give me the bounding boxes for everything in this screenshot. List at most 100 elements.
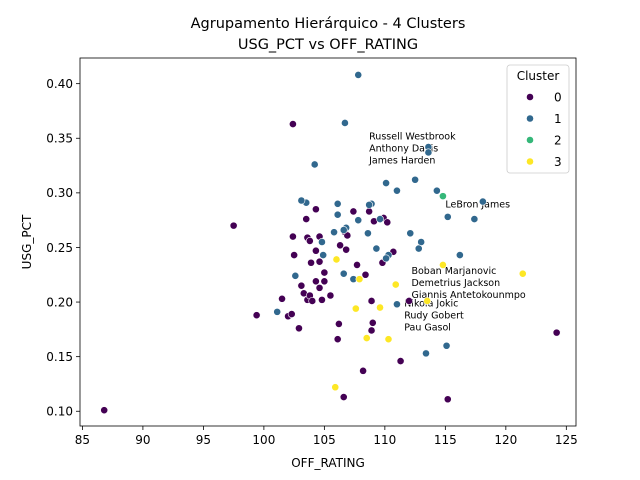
data-point-cluster-0: [297, 281, 306, 290]
annotation-label: Demetrius Jackson: [411, 278, 500, 289]
data-point-cluster-0: [334, 319, 343, 328]
data-point-cluster-0: [339, 393, 348, 401]
legend-label-cluster-2: 2: [554, 133, 562, 147]
data-point-cluster-0: [320, 277, 329, 286]
data-point-cluster-0: [315, 283, 324, 292]
annotation-label: Boban Marjanovic: [411, 266, 496, 277]
data-point-cluster-0: [359, 366, 367, 375]
data-point-cluster-1: [414, 244, 423, 253]
x-axis-label: OFF_RATING: [291, 456, 365, 470]
data-point-cluster-1: [406, 229, 415, 238]
legend-marker-cluster-2: [526, 136, 534, 144]
annotation-label: Rudy Gobert: [404, 311, 464, 322]
x-tick-label: 85: [75, 433, 90, 447]
data-point-cluster-1: [297, 196, 306, 205]
y-tick-label: 0.15: [46, 350, 73, 364]
data-point-cluster-0: [383, 218, 392, 227]
x-tick-label: 120: [494, 433, 517, 447]
data-point-cluster-0: [287, 310, 296, 318]
data-point-cluster-3: [518, 269, 527, 278]
data-point-cluster-1: [365, 200, 374, 209]
data-point-cluster-1: [478, 197, 487, 206]
data-point-cluster-0: [342, 245, 351, 254]
data-point-cluster-3: [332, 255, 341, 264]
data-point-cluster-0: [312, 246, 320, 255]
annotation-label: Giannis Antetokounmpo: [411, 290, 525, 301]
legend-label-cluster-1: 1: [554, 112, 562, 126]
data-point-cluster-1: [339, 269, 348, 278]
data-point-cluster-1: [411, 175, 420, 184]
data-point-cluster-1: [310, 160, 319, 169]
annotation-label: James Harden: [368, 156, 435, 167]
data-point-cluster-1: [372, 244, 381, 253]
x-tick-label: 100: [252, 433, 275, 447]
legend-label-cluster-0: 0: [554, 90, 562, 104]
data-point-cluster-0: [353, 261, 361, 269]
data-point-cluster-1: [333, 210, 342, 219]
legend-marker-cluster-0: [526, 93, 534, 101]
data-point-cluster-0: [336, 241, 344, 250]
data-point-cluster-0: [552, 328, 561, 337]
data-point-cluster-0: [278, 294, 286, 303]
data-point-cluster-1: [393, 186, 401, 195]
x-tick-label: 105: [313, 433, 336, 447]
data-point-cluster-0: [307, 258, 315, 267]
data-point-cluster-1: [432, 186, 441, 195]
legend-box: [506, 64, 570, 174]
data-point-cluster-1: [470, 215, 479, 223]
data-point-cluster-3: [331, 383, 340, 392]
data-point-cluster-0: [305, 237, 314, 245]
chart-subtitle: USG_PCT vs OFF_RATING: [238, 37, 418, 53]
legend-items: 0 1 2 3: [526, 90, 562, 169]
legend-label-cluster-3: 3: [554, 155, 562, 169]
data-point-cluster-1: [455, 251, 464, 260]
data-point-cluster-1: [341, 119, 349, 127]
data-point-cluster-0: [361, 270, 370, 279]
data-point-cluster-1: [354, 71, 363, 79]
y-tick-label: 0.10: [46, 405, 73, 419]
data-point-cluster-0: [365, 207, 374, 216]
x-tick-label: 125: [555, 433, 578, 447]
data-point-cluster-1: [273, 307, 282, 316]
data-point-cluster-0: [367, 326, 376, 335]
data-point-cluster-1: [354, 216, 363, 225]
y-tick-label: 0.20: [46, 295, 73, 309]
data-point-cluster-0: [443, 395, 452, 404]
annotation-label: Nikola Jokic: [404, 299, 458, 310]
annotation-label: Russell Westbrook: [369, 132, 456, 143]
legend-title: Cluster: [517, 69, 560, 83]
data-point-cluster-1: [424, 148, 433, 157]
y-tick-label: 0.30: [46, 186, 73, 200]
data-point-cluster-3: [355, 275, 364, 284]
annotation-label: Pau Gasol: [404, 323, 451, 334]
data-point-cluster-3: [384, 335, 393, 344]
data-point-cluster-3: [376, 303, 384, 312]
chart-title: Agrupamento Hierárquico - 4 Clusters: [191, 16, 466, 32]
y-axis: 0.10 0.15 0.20 0.25 0.30 0.35 0.40: [46, 77, 80, 419]
x-axis: 85 90 95 100 105 110 115 120 125: [75, 426, 578, 447]
data-point-cluster-0: [290, 251, 299, 260]
data-point-cluster-0: [349, 207, 358, 216]
data-point-cluster-0: [312, 277, 320, 286]
data-point-cluster-0: [312, 205, 320, 214]
data-point-cluster-1: [364, 229, 372, 238]
data-point-cluster-3: [439, 261, 447, 269]
y-tick-label: 0.25: [46, 241, 73, 255]
data-point-cluster-0: [405, 297, 413, 305]
data-point-cluster-0: [367, 297, 376, 305]
data-point-cluster-1: [442, 341, 451, 350]
data-point-cluster-1: [422, 349, 430, 358]
data-point-cluster-1: [443, 212, 452, 221]
data-point-cluster-1: [417, 238, 426, 246]
annotation-label: LeBron James: [445, 199, 510, 210]
legend: Cluster 0 1 2 3: [506, 64, 570, 174]
y-axis-label: USG_PCT: [20, 214, 34, 269]
data-point-cluster-1: [318, 238, 326, 246]
data-point-cluster-0: [295, 324, 303, 333]
data-point-cluster-0: [100, 406, 109, 415]
data-point-cluster-1: [291, 271, 300, 280]
x-tick-label: 115: [434, 433, 457, 447]
data-point-cluster-1: [330, 228, 338, 237]
